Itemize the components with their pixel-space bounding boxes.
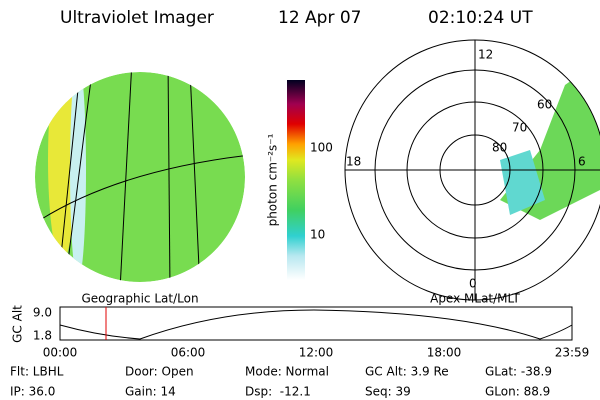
orbit-time-label: 00:00 [43,346,78,360]
footer-field: Seq: 39 [365,385,411,399]
mlt-label: 12 [478,48,493,62]
orbit-time-label: 23:59 [555,346,590,360]
lat-label: 60 [537,98,552,112]
orbit-time-label: 18:00 [427,346,462,360]
footer-field: GLat: -38.9 [485,365,552,379]
geo-image [35,72,245,282]
instrument: Ultraviolet Imager [60,8,214,28]
apex-label: Apex MLat/MLT [430,292,520,306]
geo-label: Geographic Lat/Lon [81,292,198,306]
orbit-time-label: 06:00 [171,346,206,360]
footer-field: GLon: 88.9 [485,385,550,399]
colorbar [287,80,305,280]
colorbar-tick: 100 [310,141,333,155]
polar-image [344,39,600,301]
orbit-axis-label: GC Alt [11,305,25,343]
orbit-y-label: 9.0 [33,306,52,320]
orbit-time-label: 12:00 [299,346,334,360]
date: 12 Apr 07 [278,8,361,28]
footer-field: Flt: LBHL [10,365,64,379]
footer-field: GC Alt: 3.9 Re [365,365,449,379]
orbit-plot [59,306,573,341]
lat-label: 70 [512,121,527,135]
footer-field: IP: 36.0 [10,385,55,399]
time: 02:10:24 UT [428,8,533,28]
footer-field: Gain: 14 [125,385,176,399]
colorbar-label: photon cm⁻²s⁻¹ [266,133,280,226]
orbit-y-label: 1.8 [33,329,52,343]
footer-field: Mode: Normal [245,365,329,379]
colorbar-tick: 10 [310,228,325,242]
lat-label: 80 [492,141,507,155]
mlt-label: 0 [469,277,477,291]
footer-field: Door: Open [125,365,194,379]
footer-field: Dsp: -12.1 [245,385,311,399]
mlt-label: 6 [578,155,586,169]
mlt-label: 18 [346,155,361,169]
